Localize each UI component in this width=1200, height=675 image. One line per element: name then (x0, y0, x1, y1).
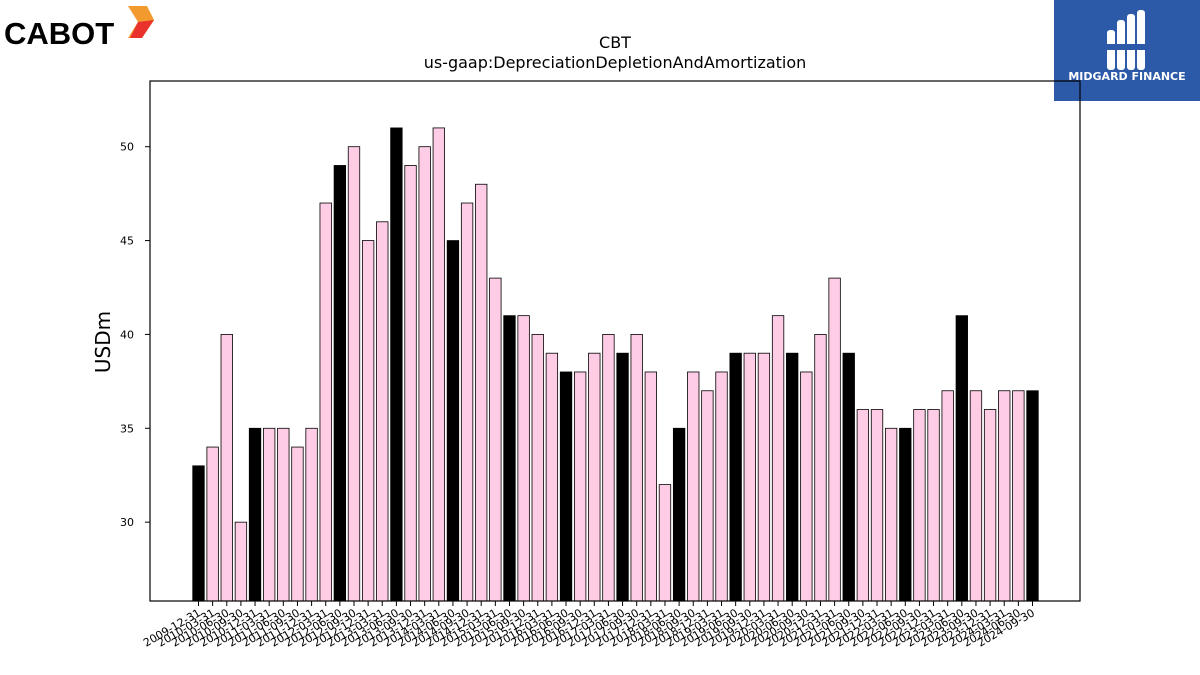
bar-2011-09-30 (291, 446, 304, 602)
bar-2017-09-30 (630, 334, 643, 602)
bar-2017-06-30 (616, 352, 629, 602)
y-tick-label: 30 (120, 516, 134, 529)
bar-2020-09-30 (800, 371, 813, 602)
bar-2021-03-31 (828, 277, 841, 602)
bar-2013-12-31 (418, 146, 431, 602)
bar-2022-12-31 (927, 409, 940, 602)
bar-2017-03-31 (602, 334, 615, 602)
bar-2012-09-30 (347, 146, 361, 602)
y-tick-label: 40 (120, 328, 134, 341)
bar-series (192, 127, 1039, 602)
plot-frame (149, 80, 1081, 602)
bar-2016-03-31 (545, 352, 559, 602)
bar-2018-12-31 (701, 390, 714, 602)
bar-2012-03-31 (319, 202, 332, 602)
bar-2019-09-30 (743, 352, 756, 602)
y-tick-label: 50 (120, 141, 134, 154)
bar-2015-06-30 (503, 315, 516, 602)
bar-2024-06-30 (1012, 390, 1025, 602)
bar-2020-06-30 (786, 352, 799, 602)
bar-2015-09-30 (517, 315, 530, 602)
bar-2016-12-31 (588, 352, 601, 602)
bar-2011-06-30 (277, 427, 290, 602)
bar-2014-12-31 (475, 183, 488, 602)
bar-2014-09-30 (460, 202, 474, 602)
bar-2019-12-31 (757, 352, 771, 602)
midgard-finance-logo: MIDGARD FINANCE (1054, 0, 1200, 101)
bar-2013-09-30 (404, 165, 417, 602)
bar-2015-12-31 (531, 334, 544, 602)
x-axis: 2009-12-312010-03-312010-06-302010-09-30… (141, 601, 1037, 650)
midgard-logo-text: MIDGARD FINANCE (1068, 70, 1185, 83)
bar-2022-06-30 (899, 427, 912, 602)
bar-2013-03-31 (376, 221, 389, 602)
bar-2010-03-31 (206, 446, 219, 602)
bar-2014-06-30 (446, 240, 460, 602)
y-axis: 30 35 40 45 50 (120, 141, 150, 529)
chart-subtitle: us-gaap:DepreciationDepletionAndAmortiza… (424, 53, 807, 72)
bar-2016-09-30 (574, 371, 587, 602)
bar-2012-12-31 (361, 240, 375, 602)
bar-2017-12-31 (644, 371, 657, 602)
y-tick-label: 45 (120, 235, 134, 248)
bar-2023-12-31 (983, 409, 997, 602)
bar-2010-09-30 (234, 521, 248, 602)
bar-2016-06-30 (559, 371, 573, 602)
bar-2018-03-31 (658, 484, 672, 602)
bar-2024-09-30 (1026, 390, 1039, 602)
bar-2010-12-31 (248, 427, 262, 602)
cabot-logo-mark-accent (130, 20, 154, 38)
bar-2022-03-31 (884, 427, 898, 602)
bar-2021-12-31 (870, 409, 884, 602)
bar-2019-06-30 (729, 352, 742, 602)
bar-2018-09-30 (687, 371, 700, 602)
bar-2021-06-30 (842, 352, 855, 602)
bar-2023-06-30 (955, 315, 968, 602)
bar-2018-06-30 (672, 427, 686, 602)
midgard-logo-mark (1104, 10, 1148, 70)
bar-2011-03-31 (263, 427, 276, 602)
bar-2012-06-30 (333, 165, 347, 602)
bar-2023-09-30 (969, 390, 983, 602)
bar-2010-06-30 (220, 334, 233, 602)
bar-2020-03-31 (771, 315, 785, 602)
y-axis-label: USDm (91, 311, 115, 373)
bar-2009-12-31 (192, 465, 205, 602)
bar-2019-03-31 (715, 371, 728, 602)
bar-2014-03-31 (432, 127, 445, 602)
chart-title: CBT (599, 33, 631, 52)
y-tick-label: 35 (120, 422, 134, 435)
cabot-logo-text: CABOT (4, 16, 114, 51)
bar-2022-09-30 (913, 409, 926, 602)
bar-2021-09-30 (856, 409, 870, 602)
cabot-logo: CABOT (4, 4, 164, 52)
bar-2023-03-31 (941, 390, 954, 602)
bar-2020-12-31 (814, 334, 827, 602)
bar-2024-03-31 (998, 390, 1011, 602)
bar-2013-06-30 (390, 127, 403, 602)
bar-2015-03-31 (489, 277, 502, 602)
bar-2011-12-31 (305, 427, 318, 602)
